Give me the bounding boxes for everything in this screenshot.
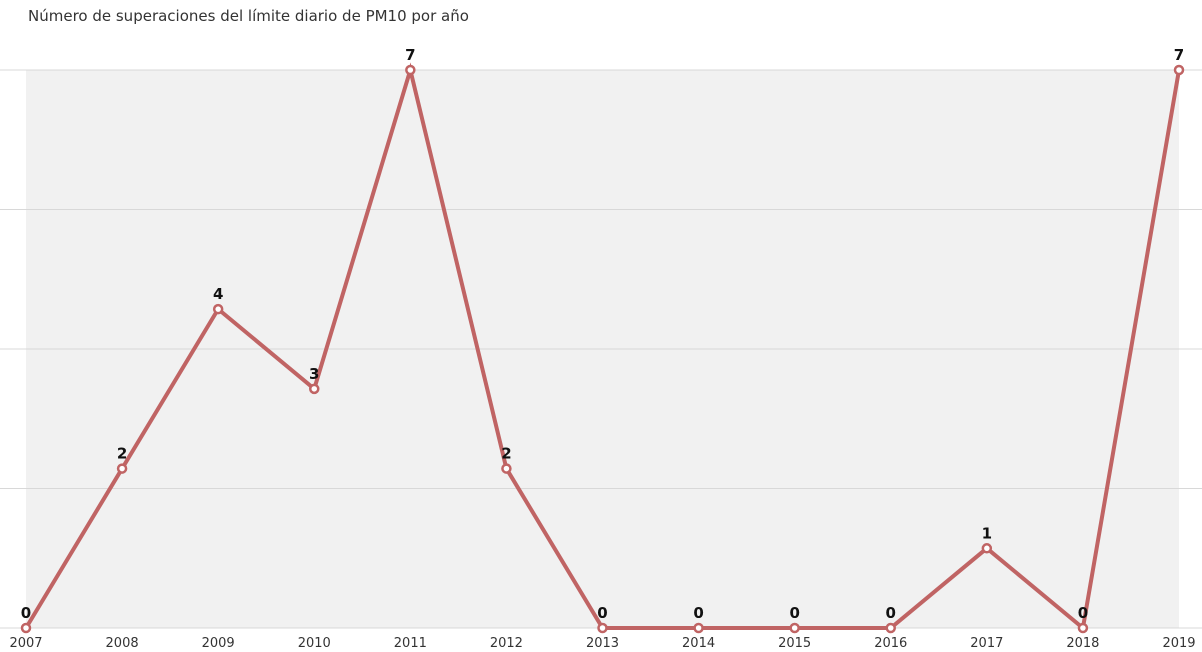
data-label: 3: [309, 365, 319, 383]
data-point: [1077, 622, 1089, 634]
x-tick-label: 2018: [1066, 636, 1099, 651]
data-point: [885, 622, 896, 634]
x-tick-label: 2013: [586, 636, 619, 651]
data-label: 0: [886, 604, 896, 622]
data-label: 2: [501, 445, 511, 463]
data-point: [116, 463, 128, 474]
data-label: 7: [405, 46, 415, 64]
data-point: [212, 303, 224, 315]
x-tick-label: 2016: [874, 636, 907, 651]
data-point: [501, 463, 512, 474]
x-tick-label: 2011: [394, 636, 427, 651]
data-label: 0: [597, 604, 607, 622]
data-label: 4: [213, 285, 223, 303]
data-label: 0: [693, 604, 703, 622]
series-layer: [20, 62, 1185, 634]
data-label: 1: [982, 524, 992, 542]
x-axis-ticks: 2007 2008 2009 2010 2011 2012 2013 2014 2015 2016…: [9, 636, 1195, 651]
x-tick-label: 2017: [970, 636, 1003, 651]
x-tick-label: 2010: [298, 636, 331, 651]
data-label: 0: [789, 604, 799, 622]
data-point: [20, 622, 32, 634]
chart-title: Número de superaciones del límite diario…: [28, 7, 469, 25]
x-tick-label: 2019: [1162, 636, 1195, 651]
x-tick-label: 2014: [682, 636, 715, 651]
x-tick-label: 2012: [490, 636, 523, 651]
data-label: 2: [117, 445, 127, 463]
data-label: 0: [21, 604, 31, 622]
data-point: [981, 543, 993, 554]
data-label: 7: [1174, 46, 1184, 64]
data-point: [789, 622, 800, 634]
data-point: [1173, 64, 1185, 76]
data-labels: 0 2 4 3 7 2 0 0 0 0 1 0 7: [21, 46, 1184, 622]
x-tick-label: 2015: [778, 636, 811, 651]
data-point: [597, 622, 608, 634]
x-tick-label: 2009: [202, 636, 235, 651]
data-point: [693, 622, 704, 634]
x-tick-label: 2007: [9, 636, 42, 651]
data-point: [309, 383, 320, 395]
data-point: [405, 64, 416, 76]
x-tick-label: 2008: [106, 636, 139, 651]
data-label: 0: [1078, 604, 1088, 622]
